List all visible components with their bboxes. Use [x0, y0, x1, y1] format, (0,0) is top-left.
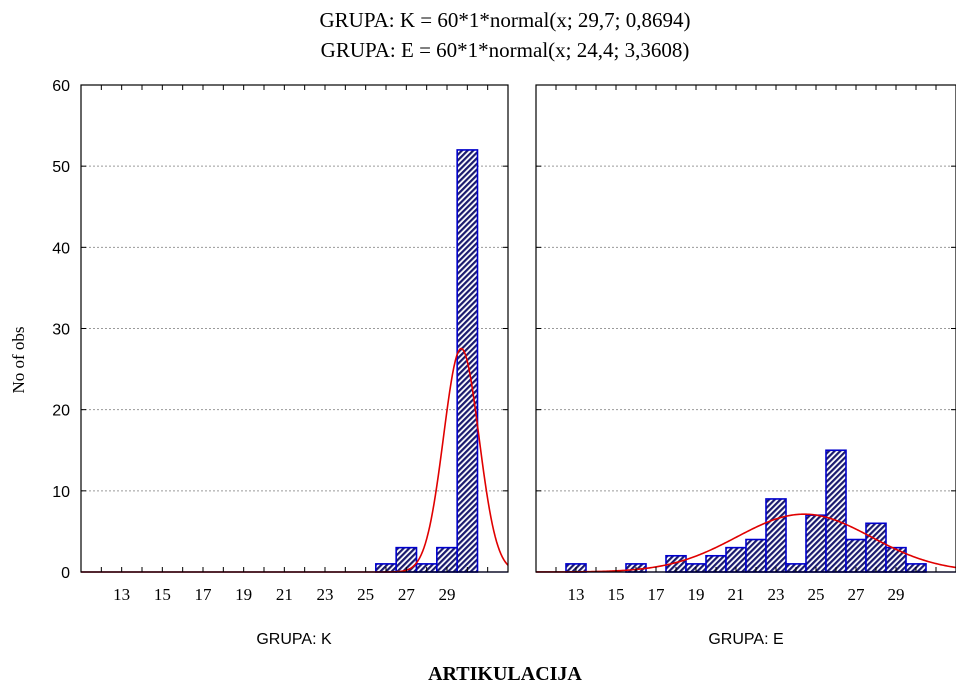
y-tick-label: 20	[52, 403, 70, 420]
panel-grupa-k: 13 15 17 19 21 23 25 27 29	[80, 84, 509, 604]
x-tick-label: 25	[808, 585, 825, 604]
x-tick-label: 15	[154, 585, 171, 604]
histogram-bar	[825, 449, 847, 573]
panel-label-grupa-e: GRUPA: E	[708, 631, 783, 648]
x-tick-label: 21	[276, 585, 293, 604]
y-tick-label: 30	[52, 322, 70, 339]
x-tick-label: 13	[568, 585, 585, 604]
panel-grupa-e: 13 15 17 19 21 23 25 27 29	[535, 84, 956, 604]
x-tick-label: 21	[728, 585, 745, 604]
normal-fit-curve	[536, 513, 956, 573]
x-tick-label: 25	[357, 585, 374, 604]
x-tick-label: 17	[648, 585, 666, 604]
y-tick-label: 10	[52, 484, 70, 501]
x-tick-label: 19	[235, 585, 252, 604]
x-tick-label: 29	[439, 585, 456, 604]
x-tick-label: 13	[113, 585, 130, 604]
y-tick-label: 50	[52, 159, 70, 176]
x-tick-label: 27	[398, 585, 416, 604]
x-tick-label: 15	[608, 585, 625, 604]
x-tick-label: 17	[195, 585, 213, 604]
x-tick-label: 23	[317, 585, 334, 604]
x-axis-label: ARTIKULACIJA	[428, 663, 582, 685]
x-tick-label: 23	[768, 585, 785, 604]
y-tick-label: 0	[61, 565, 70, 582]
histogram-bar	[765, 498, 787, 573]
panel-label-grupa-k: GRUPA: K	[256, 631, 332, 648]
chart-title-line-1: GRUPA: K = 60*1*normal(x; 29,7; 0,8694)	[320, 8, 691, 32]
y-axis-label: No of obs	[9, 326, 28, 393]
chart-title-line-2: GRUPA: E = 60*1*normal(x; 24,4; 3,3608)	[321, 38, 690, 62]
x-tick-label: 29	[888, 585, 905, 604]
normal-fit-curve	[81, 347, 509, 573]
histogram-bar	[865, 522, 887, 573]
y-tick-label: 40	[52, 240, 70, 257]
x-tick-label: 27	[848, 585, 866, 604]
histogram-bar	[805, 514, 827, 573]
y-axis-ticks: 0 10 20 30 40 50 60	[52, 78, 70, 582]
x-tick-label: 19	[688, 585, 705, 604]
y-tick-label: 60	[52, 78, 70, 95]
